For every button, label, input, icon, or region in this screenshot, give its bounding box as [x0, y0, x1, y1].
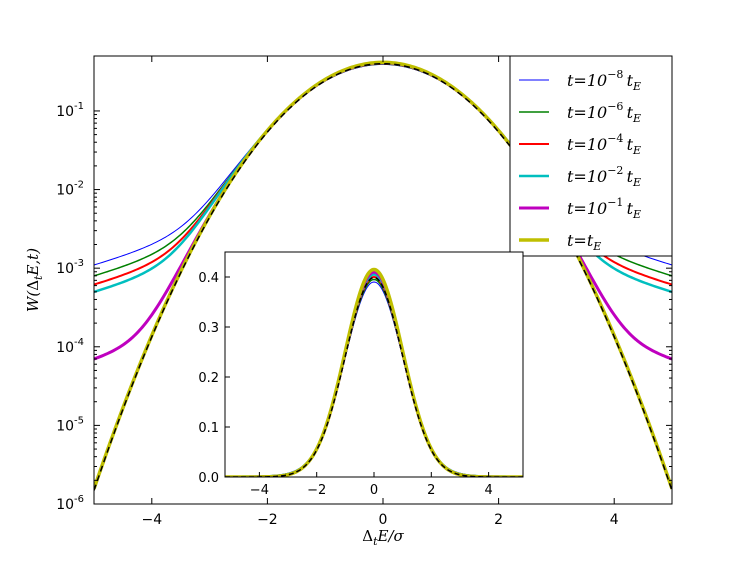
- main-x-tick-label: 0: [379, 512, 388, 528]
- main-y-ticks: 10-6 10-5 10-4 10-3 10-2 10-1: [56, 101, 672, 513]
- inset-x-tick-label: 0: [370, 483, 378, 498]
- main-x-tick-label: −2: [257, 512, 278, 528]
- legend-label-0: t=10−8 tE: [567, 68, 641, 93]
- inset-y-tick-label: 0.3: [198, 321, 219, 336]
- legend-label-3: t=10−2 tE: [567, 164, 641, 189]
- main-y-tick-label: 10-1: [56, 101, 84, 120]
- main-y-tick-label: 10-2: [56, 180, 84, 199]
- legend-label-5: t=tE: [567, 231, 601, 253]
- inset-y-tick-label: 0.2: [198, 371, 219, 386]
- inset-x-tick-label: 2: [427, 483, 435, 498]
- inset-y-tick-label: 0.0: [198, 471, 219, 486]
- inset-background: [225, 252, 523, 477]
- inset-x-tick-label: 4: [484, 483, 492, 498]
- legend-box: [509, 55, 673, 257]
- main-x-tick-label: −4: [141, 512, 162, 528]
- legend: t=10−8 tE t=10−6 tE t=10−4 tE t=10−2 tE t=10…: [509, 55, 673, 257]
- y-axis-label: W(ΔtE,t): [24, 248, 45, 312]
- inset-x-tick-label: −4: [250, 483, 269, 498]
- legend-label-2: t=10−4 tE: [567, 132, 641, 157]
- inset-x-tick-label: −2: [307, 483, 326, 498]
- main-x-tick-label: 4: [610, 512, 619, 528]
- main-y-tick-label: 10-3: [56, 258, 84, 277]
- main-x-ticks: −4 −2 0 2 4: [141, 56, 619, 528]
- inset-y-ticks: 0.0 0.1 0.2 0.3 0.4: [198, 271, 230, 486]
- main-y-tick-label: 10-5: [56, 415, 84, 434]
- main-y-tick-label: 10-4: [56, 337, 84, 356]
- legend-label-4: t=10−1 tE: [567, 196, 641, 221]
- inset-x-ticks: −4 −2 0 2 4: [250, 472, 493, 498]
- legend-label-1: t=10−6 tE: [567, 100, 641, 125]
- main-y-tick-label: 10-6: [56, 494, 84, 513]
- inset-y-tick-label: 0.4: [198, 271, 219, 286]
- inset-plot: −4 −2 0 2 4 0.0 0.1 0.2 0.3 0.4: [198, 251, 524, 498]
- inset-y-tick-label: 0.1: [198, 421, 219, 436]
- main-x-tick-label: 2: [494, 512, 503, 528]
- x-axis-label: ΔtE/σ: [362, 527, 404, 548]
- legend-items: t=10−8 tE t=10−6 tE t=10−4 tE t=10−2 tE t=10…: [519, 68, 641, 253]
